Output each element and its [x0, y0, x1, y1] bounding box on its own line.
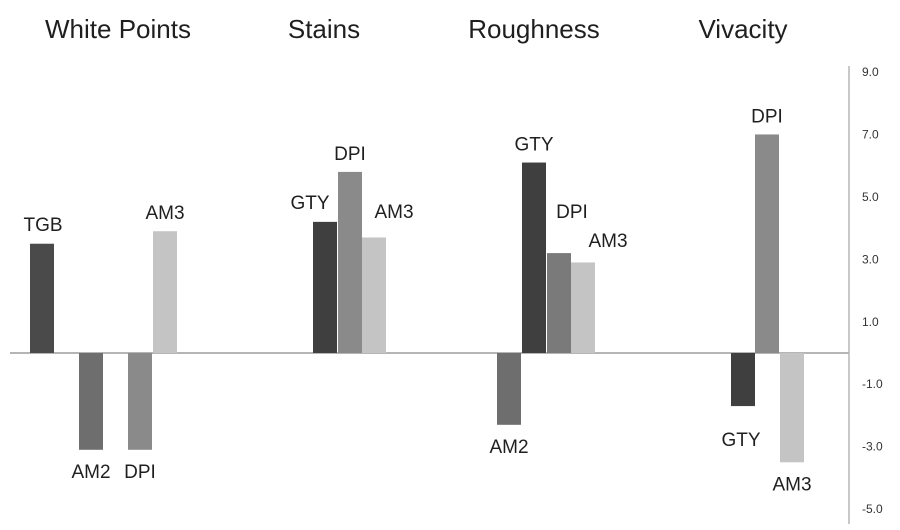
bar-dpi [755, 134, 779, 353]
category-title: Stains [288, 14, 360, 44]
bar-am3 [153, 231, 177, 353]
category-title: White Points [45, 14, 191, 44]
bar-label: AM3 [374, 202, 413, 223]
y-tick-label: 5.0 [862, 190, 879, 204]
y-tick-label: 1.0 [862, 315, 879, 329]
y-tick-label: -5.0 [862, 502, 883, 516]
bar-gty [522, 162, 546, 353]
bar-am2 [497, 353, 521, 425]
bar-label: AM2 [489, 437, 528, 458]
bar-dpi [128, 353, 152, 450]
bar-am3 [571, 262, 595, 353]
bar-label: DPI [556, 202, 588, 223]
bar-label: DPI [334, 144, 366, 165]
bar-label: GTY [514, 135, 553, 156]
bar-label: AM2 [71, 462, 110, 483]
bar-dpi [547, 253, 571, 353]
bar-gty [313, 221, 337, 353]
bar-label: AM3 [772, 474, 811, 495]
bar-tgb [30, 243, 54, 353]
y-tick-label: 7.0 [862, 127, 879, 141]
y-tick-label: 3.0 [862, 252, 879, 266]
bar-am3 [362, 237, 386, 353]
y-tick-label: -3.0 [862, 440, 883, 454]
bar-label: TGB [23, 215, 62, 236]
bar-label: GTY [721, 430, 760, 451]
category-title: Vivacity [698, 14, 787, 44]
bar-label: AM3 [145, 203, 184, 224]
bar-dpi [338, 171, 362, 353]
y-tick-label: -1.0 [862, 377, 883, 391]
bar-am3 [780, 353, 804, 463]
y-tick-label: 9.0 [862, 65, 879, 79]
bar-am2 [79, 353, 103, 450]
bar-label: GTY [290, 193, 329, 214]
category-title: Roughness [468, 14, 600, 44]
bar-label: AM3 [588, 231, 627, 252]
bar-label: DPI [124, 462, 156, 483]
bar-label: DPI [751, 106, 783, 127]
bar-gty [731, 353, 755, 407]
